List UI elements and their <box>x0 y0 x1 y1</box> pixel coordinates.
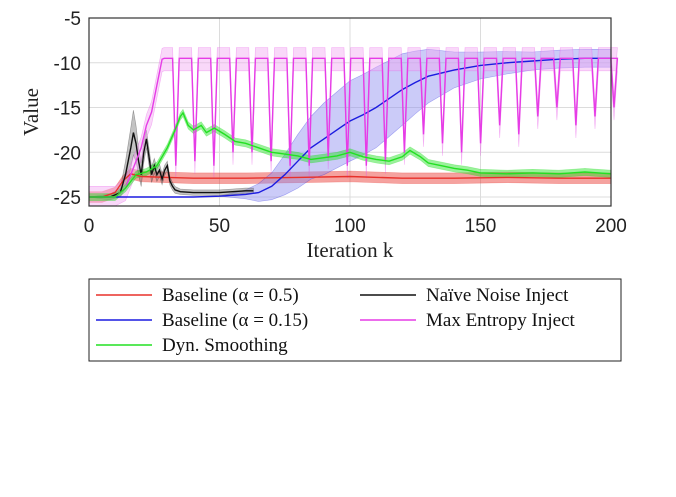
confidence-bands <box>88 47 618 207</box>
legend-label-1: Baseline (α = 0.15) <box>162 310 308 331</box>
series-line-0 <box>89 173 611 198</box>
y-tick-label: -25 <box>54 188 81 209</box>
y-tick-label: -5 <box>64 9 81 30</box>
y-tick-label: -15 <box>54 99 81 120</box>
x-tick-label: 150 <box>465 216 497 237</box>
legend-label-2: Dyn. Smoothing <box>162 335 288 356</box>
series-line-1 <box>89 57 611 198</box>
x-tick-label: 200 <box>595 216 627 237</box>
legend: Baseline (α = 0.5) Baseline (α = 0.15) Dyn… <box>88 278 622 362</box>
y-tick-labels: -5 -10 -15 -20 -25 <box>54 9 81 209</box>
x-tick-labels: 0 50 100 150 200 <box>84 216 627 237</box>
y-axis-label: Value <box>19 88 43 136</box>
legend-box <box>88 278 622 362</box>
x-axis-label: Iteration k <box>307 238 394 262</box>
plot-frame <box>88 17 612 207</box>
series-line-3 <box>89 57 619 198</box>
legend-label-4: Max Entropy Inject <box>426 310 576 331</box>
y-tick-label: -20 <box>54 143 81 164</box>
series-line-4 <box>89 111 612 198</box>
x-tick-label: 100 <box>334 216 366 237</box>
series-lines <box>89 57 619 198</box>
legend-label-0: Baseline (α = 0.5) <box>162 285 299 306</box>
x-tick-label: 0 <box>84 216 95 237</box>
y-tick-label: -10 <box>54 54 81 75</box>
x-tick-label: 50 <box>209 216 230 237</box>
legend-label-3: Naïve Noise Inject <box>426 285 569 306</box>
series-line-2 <box>89 132 254 198</box>
